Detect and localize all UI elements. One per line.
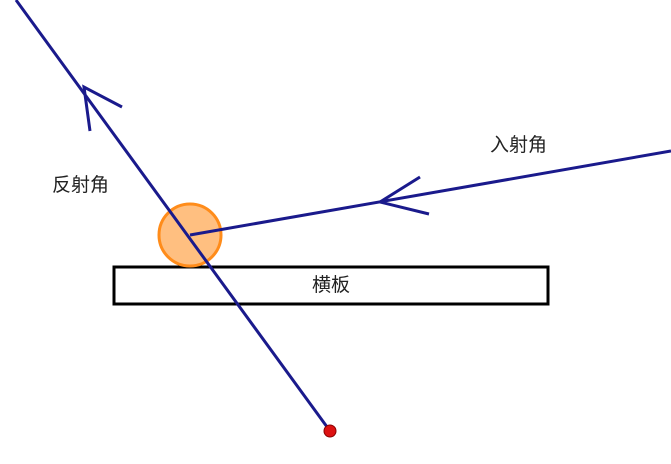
reflection-angle-label: 反射角 <box>52 174 110 196</box>
incidence-angle-label: 入射角 <box>490 134 548 156</box>
board <box>112 265 550 306</box>
board-label: 横板 <box>311 274 350 296</box>
incident-ray-arrowhead <box>376 175 430 216</box>
incident-ray <box>189 149 671 237</box>
end-point <box>323 424 337 438</box>
reflected-ray <box>14 0 332 432</box>
reflected-ray-arrowhead <box>82 84 123 132</box>
